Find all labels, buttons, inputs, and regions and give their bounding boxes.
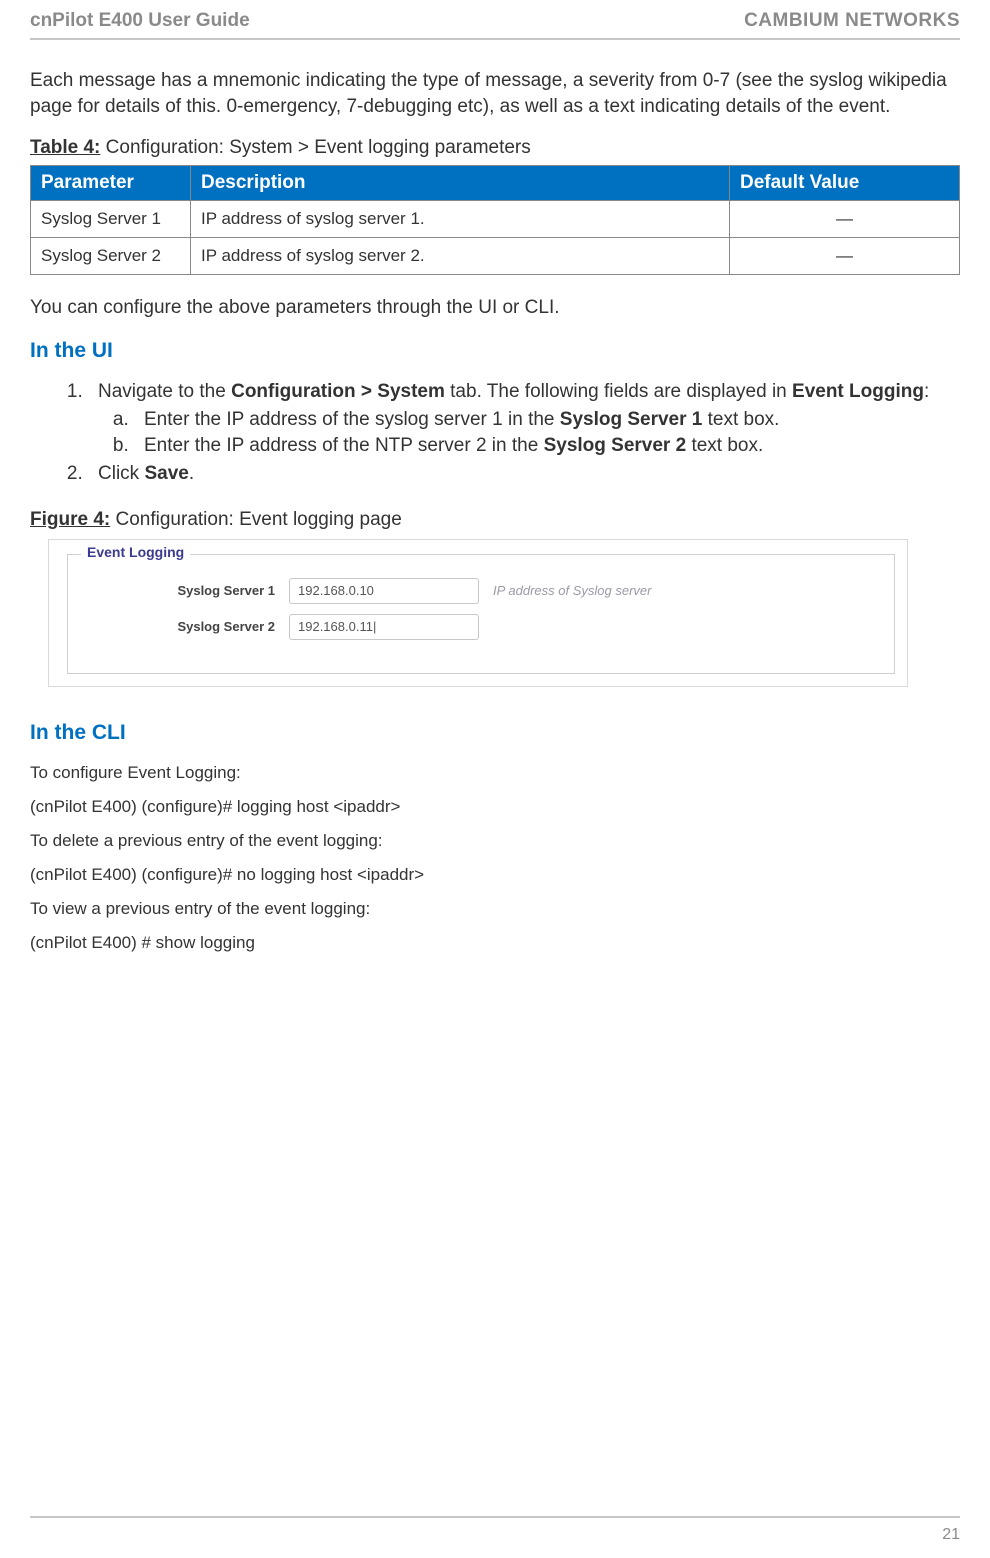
cli-line: To delete a previous entry of the event … xyxy=(30,831,960,851)
step2-pre: Click xyxy=(98,463,144,484)
cli-line: To view a previous entry of the event lo… xyxy=(30,899,960,919)
step1-bold2: Event Logging xyxy=(792,381,924,402)
step1-bold1: Configuration > System xyxy=(231,381,445,402)
step1a-pre: Enter the IP address of the syslog serve… xyxy=(144,409,560,430)
figure4-box: Event Logging Syslog Server 1 IP address… xyxy=(48,539,908,687)
table4-col-description: Description xyxy=(191,166,730,201)
syslog2-input[interactable] xyxy=(289,614,479,640)
cli-line: (cnPilot E400) (configure)# no logging h… xyxy=(30,865,960,885)
header-right: CAMBIUM NETWORKS xyxy=(744,10,960,32)
event-logging-legend: Event Logging xyxy=(81,544,190,560)
table4-col-default: Default Value xyxy=(730,166,960,201)
page-number: 21 xyxy=(942,1526,960,1544)
intro-paragraph: Each message has a mnemonic indicating t… xyxy=(30,68,960,119)
ui-steps-list: Navigate to the Configuration > System t… xyxy=(88,381,960,485)
footer-rule xyxy=(30,1516,960,1518)
figure4-caption: Figure 4: Configuration: Event logging p… xyxy=(30,509,960,531)
step1a-bold: Syslog Server 1 xyxy=(560,409,703,430)
syslog2-label: Syslog Server 2 xyxy=(89,619,289,634)
table4: Parameter Description Default Value Sysl… xyxy=(30,165,960,275)
step1-pre: Navigate to the xyxy=(98,381,231,402)
step1a-post: text box. xyxy=(702,409,779,430)
step1b-post: text box. xyxy=(686,435,763,456)
event-logging-form: Syslog Server 1 IP address of Syslog ser… xyxy=(89,578,887,650)
table-row: Syslog Server 1 IP address of syslog ser… xyxy=(31,201,960,238)
ui-substeps-list: Enter the IP address of the syslog serve… xyxy=(134,409,960,457)
cell-default: — xyxy=(730,238,960,275)
cell-default: — xyxy=(730,201,960,238)
section-cli-heading: In the CLI xyxy=(30,721,960,745)
table4-caption-rest: Configuration: System > Event logging pa… xyxy=(100,137,530,158)
step2-post: . xyxy=(189,463,194,484)
table4-col-parameter: Parameter xyxy=(31,166,191,201)
table4-caption: Table 4: Configuration: System > Event l… xyxy=(30,137,960,159)
header-left: cnPilot E400 User Guide xyxy=(30,10,250,32)
list-item: Click Save. xyxy=(88,463,960,485)
syslog1-label: Syslog Server 1 xyxy=(89,583,289,598)
cell-desc: IP address of syslog server 2. xyxy=(191,238,730,275)
figure4-caption-bold: Figure 4: xyxy=(30,509,110,530)
cli-block: To configure Event Logging: (cnPilot E40… xyxy=(30,763,960,953)
step1b-pre: Enter the IP address of the NTP server 2… xyxy=(144,435,544,456)
cell-param: Syslog Server 2 xyxy=(31,238,191,275)
figure4-caption-rest: Configuration: Event logging page xyxy=(110,509,402,530)
step1-post: : xyxy=(924,381,929,402)
table-row: Syslog Server 2 IP address of syslog ser… xyxy=(31,238,960,275)
cli-line: (cnPilot E400) (configure)# logging host… xyxy=(30,797,960,817)
page-header: cnPilot E400 User Guide CAMBIUM NETWORKS xyxy=(30,10,960,40)
syslog1-input[interactable] xyxy=(289,578,479,604)
post-table-paragraph: You can configure the above parameters t… xyxy=(30,295,960,321)
cli-line: (cnPilot E400) # show logging xyxy=(30,933,960,953)
list-item: Enter the IP address of the syslog serve… xyxy=(134,409,960,431)
cli-line: To configure Event Logging: xyxy=(30,763,960,783)
section-ui-heading: In the UI xyxy=(30,339,960,363)
syslog1-row: Syslog Server 1 IP address of Syslog ser… xyxy=(89,578,887,604)
cell-desc: IP address of syslog server 1. xyxy=(191,201,730,238)
syslog1-hint: IP address of Syslog server xyxy=(493,583,651,598)
syslog2-row: Syslog Server 2 xyxy=(89,614,887,640)
cell-param: Syslog Server 1 xyxy=(31,201,191,238)
list-item: Enter the IP address of the NTP server 2… xyxy=(134,435,960,457)
step1-mid: tab. The following fields are displayed … xyxy=(445,381,792,402)
step1b-bold: Syslog Server 2 xyxy=(544,435,687,456)
table4-caption-bold: Table 4: xyxy=(30,137,100,158)
step2-bold: Save xyxy=(144,463,188,484)
list-item: Navigate to the Configuration > System t… xyxy=(88,381,960,457)
